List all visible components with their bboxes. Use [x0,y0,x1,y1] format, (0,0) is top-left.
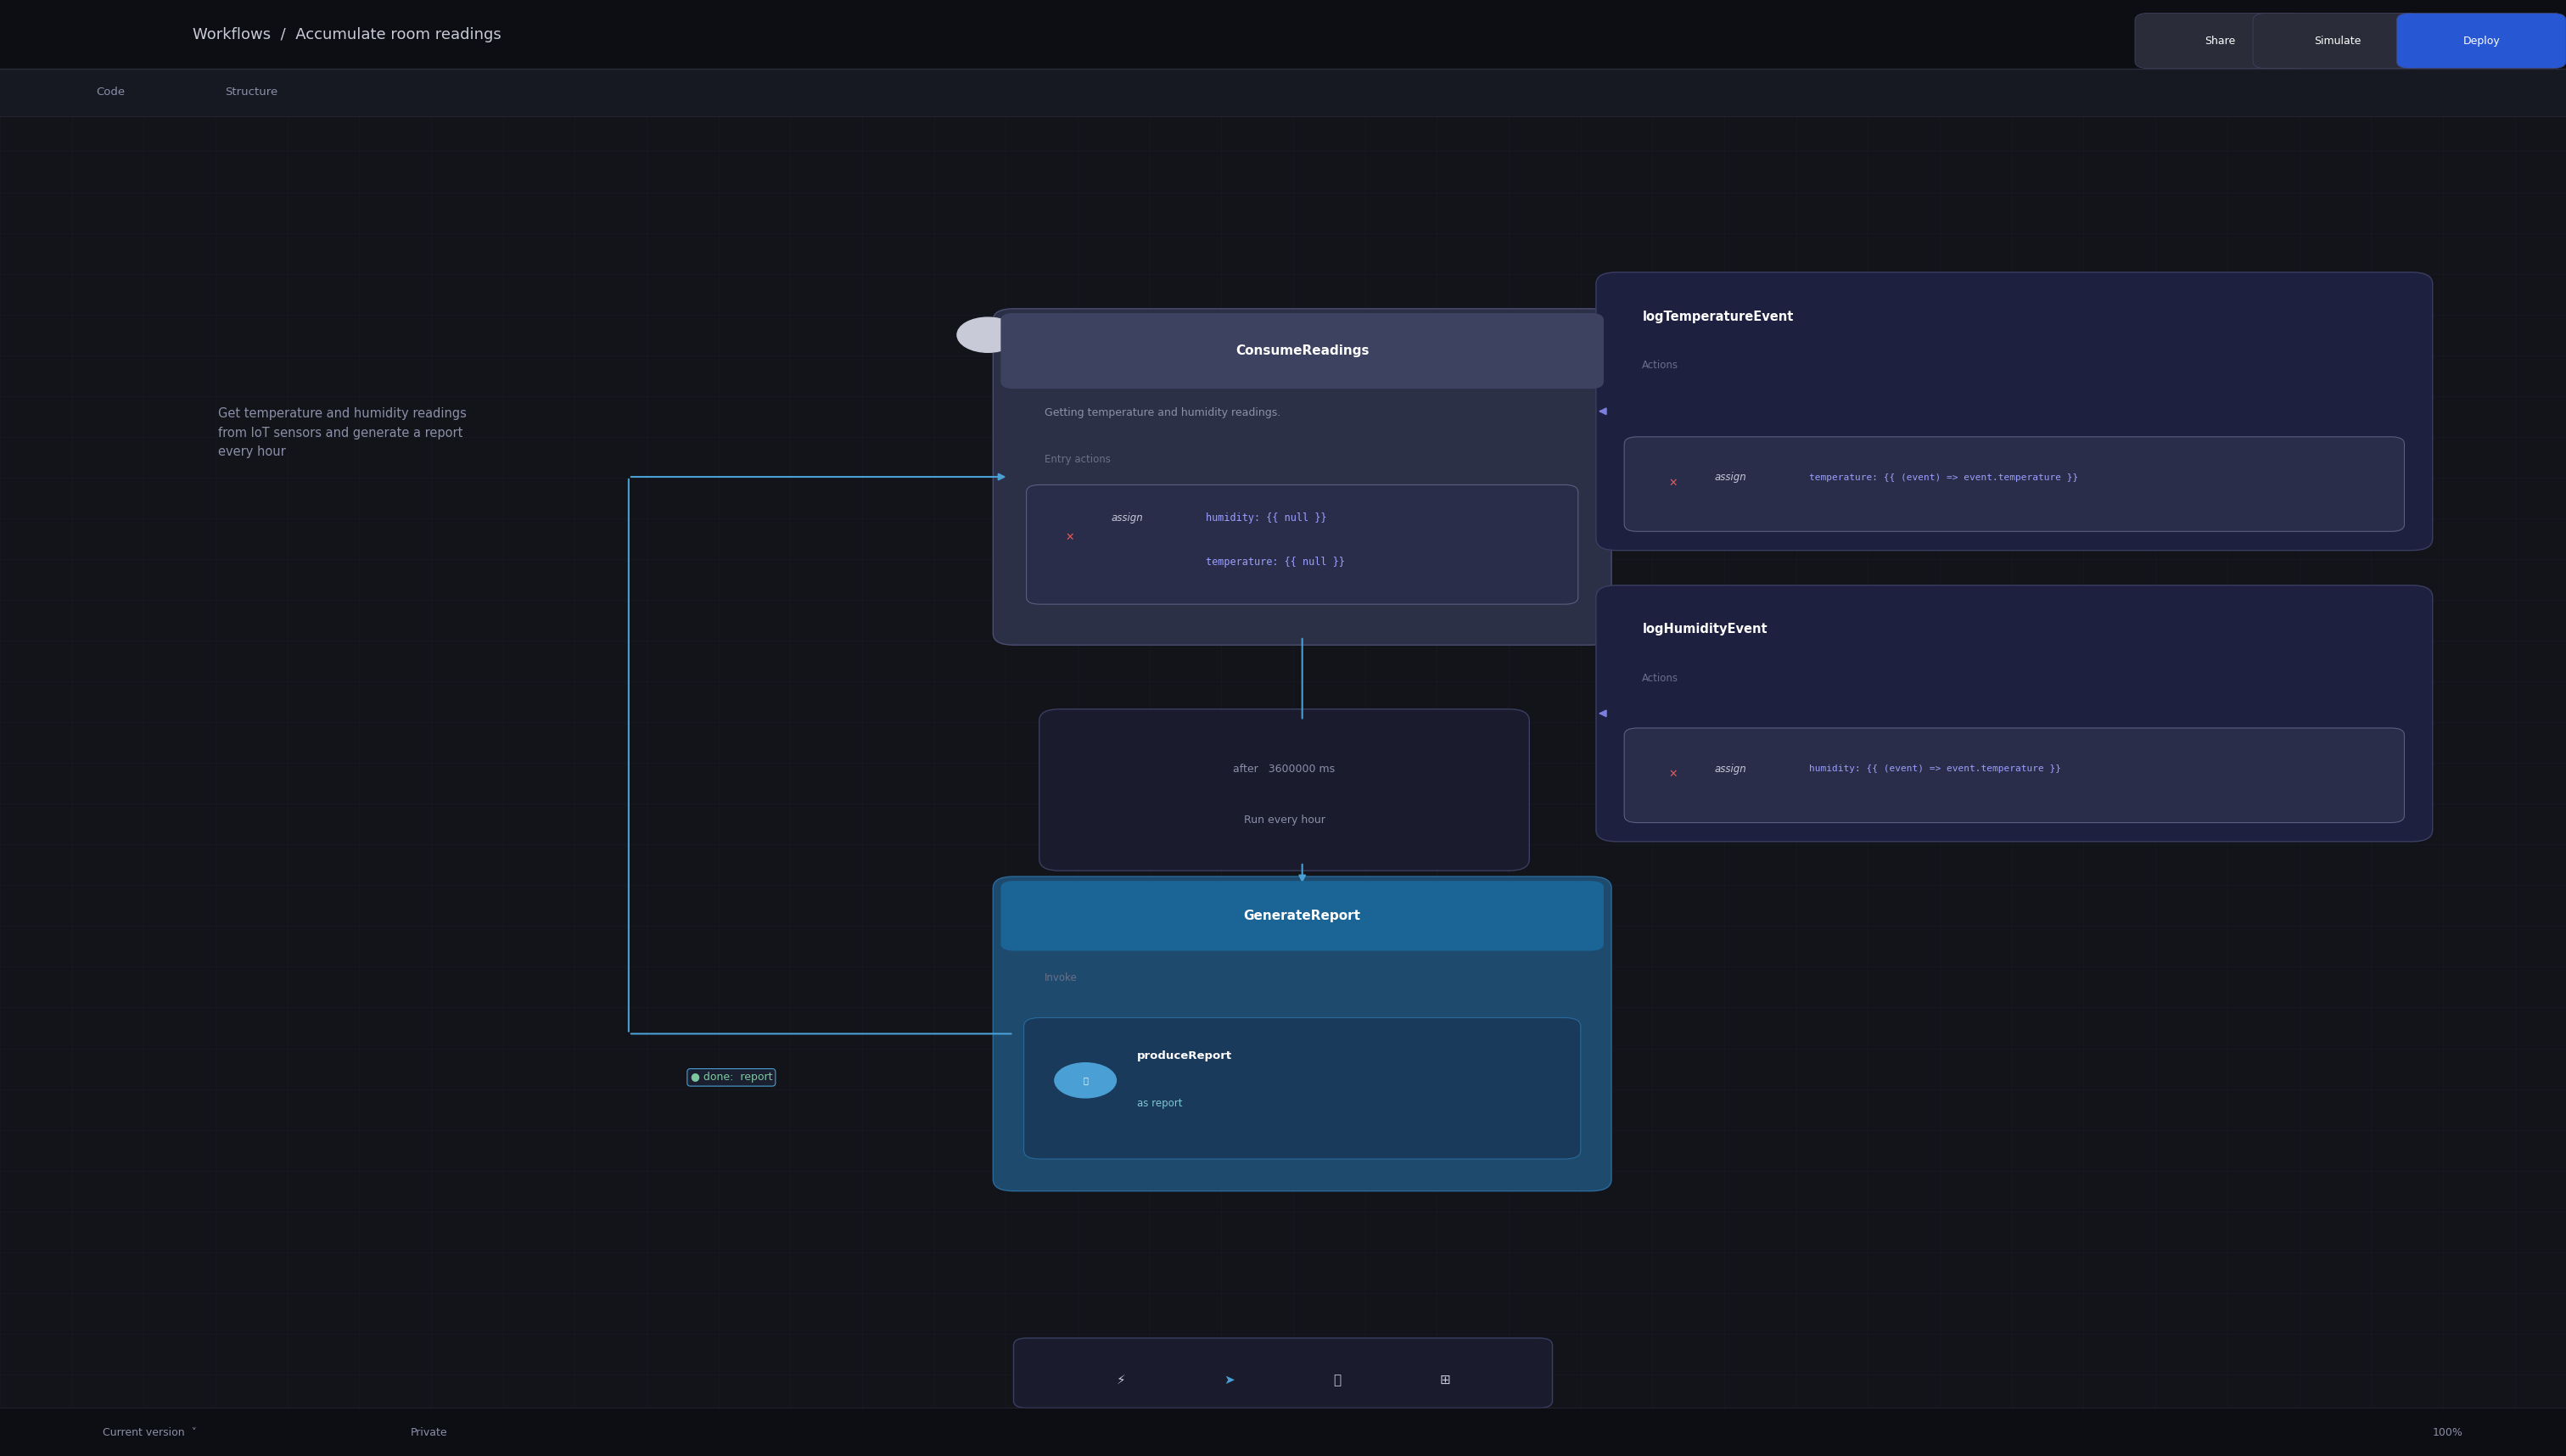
Text: assign: assign [1111,513,1142,524]
Text: GenerateReport: GenerateReport [1245,910,1360,922]
Text: ✕: ✕ [1065,531,1075,543]
Text: ➤: ➤ [1224,1374,1234,1386]
Text: ● done:  report: ● done: report [690,1072,772,1083]
Text: Deploy: Deploy [2463,35,2499,47]
FancyBboxPatch shape [0,0,2566,68]
Text: as report: as report [1137,1098,1183,1109]
Text: assign: assign [1714,472,1745,483]
Text: after   3600000 ms: after 3600000 ms [1234,763,1334,775]
FancyBboxPatch shape [0,1408,2566,1456]
FancyBboxPatch shape [1624,728,2404,823]
FancyBboxPatch shape [1039,709,1529,871]
FancyBboxPatch shape [2135,13,2304,68]
Text: 100%: 100% [2433,1427,2463,1439]
FancyBboxPatch shape [1026,485,1578,604]
Text: Private: Private [411,1427,446,1439]
Text: Actions: Actions [1642,673,1678,684]
Text: Invoke: Invoke [1044,973,1078,984]
Text: Getting temperature and humidity readings.: Getting temperature and humidity reading… [1044,408,1280,419]
Text: Run every hour: Run every hour [1245,815,1324,826]
Text: Get temperature and humidity readings
from IoT sensors and generate a report
eve: Get temperature and humidity readings fr… [218,408,467,459]
Text: Structure: Structure [226,87,277,98]
FancyBboxPatch shape [1024,1018,1581,1159]
FancyBboxPatch shape [993,877,1611,1191]
Text: temperature: {{ null }}: temperature: {{ null }} [1206,556,1345,568]
Text: Code: Code [95,87,126,98]
Text: ⚡: ⚡ [1116,1374,1126,1386]
FancyBboxPatch shape [1624,437,2404,531]
Text: humidity: {{ null }}: humidity: {{ null }} [1206,513,1327,524]
Text: Actions: Actions [1642,360,1678,371]
Text: produceReport: produceReport [1137,1050,1232,1061]
Text: Current version  ˅: Current version ˅ [103,1427,198,1439]
Text: ⊞: ⊞ [1440,1374,1450,1386]
Text: ⏱: ⏱ [1083,1076,1088,1085]
FancyBboxPatch shape [1014,1338,1552,1408]
Text: temperature: {{ (event) => event.temperature }}: temperature: {{ (event) => event.tempera… [1809,473,2078,482]
Circle shape [957,317,1019,352]
Text: Workflows  /  Accumulate room readings: Workflows / Accumulate room readings [192,28,500,42]
Text: Simulate: Simulate [2315,35,2361,47]
Text: logTemperatureEvent: logTemperatureEvent [1642,310,1794,323]
Text: ✕: ✕ [1668,478,1678,489]
FancyBboxPatch shape [1596,585,2433,842]
FancyBboxPatch shape [0,68,2566,116]
Text: assign: assign [1714,763,1745,775]
FancyBboxPatch shape [2397,13,2566,68]
Text: logHumidityEvent: logHumidityEvent [1642,623,1768,636]
FancyBboxPatch shape [1001,313,1604,389]
Text: Share: Share [2204,35,2235,47]
FancyBboxPatch shape [1596,272,2433,550]
FancyBboxPatch shape [2253,13,2422,68]
FancyBboxPatch shape [1001,881,1604,951]
Text: ✋: ✋ [1332,1374,1342,1386]
Circle shape [1055,1063,1116,1098]
FancyBboxPatch shape [993,309,1611,645]
Text: humidity: {{ (event) => event.temperature }}: humidity: {{ (event) => event.temperatur… [1809,764,2060,773]
Text: ConsumeReadings: ConsumeReadings [1234,345,1370,357]
Text: ✕: ✕ [1668,769,1678,780]
Text: Entry actions: Entry actions [1044,454,1111,466]
